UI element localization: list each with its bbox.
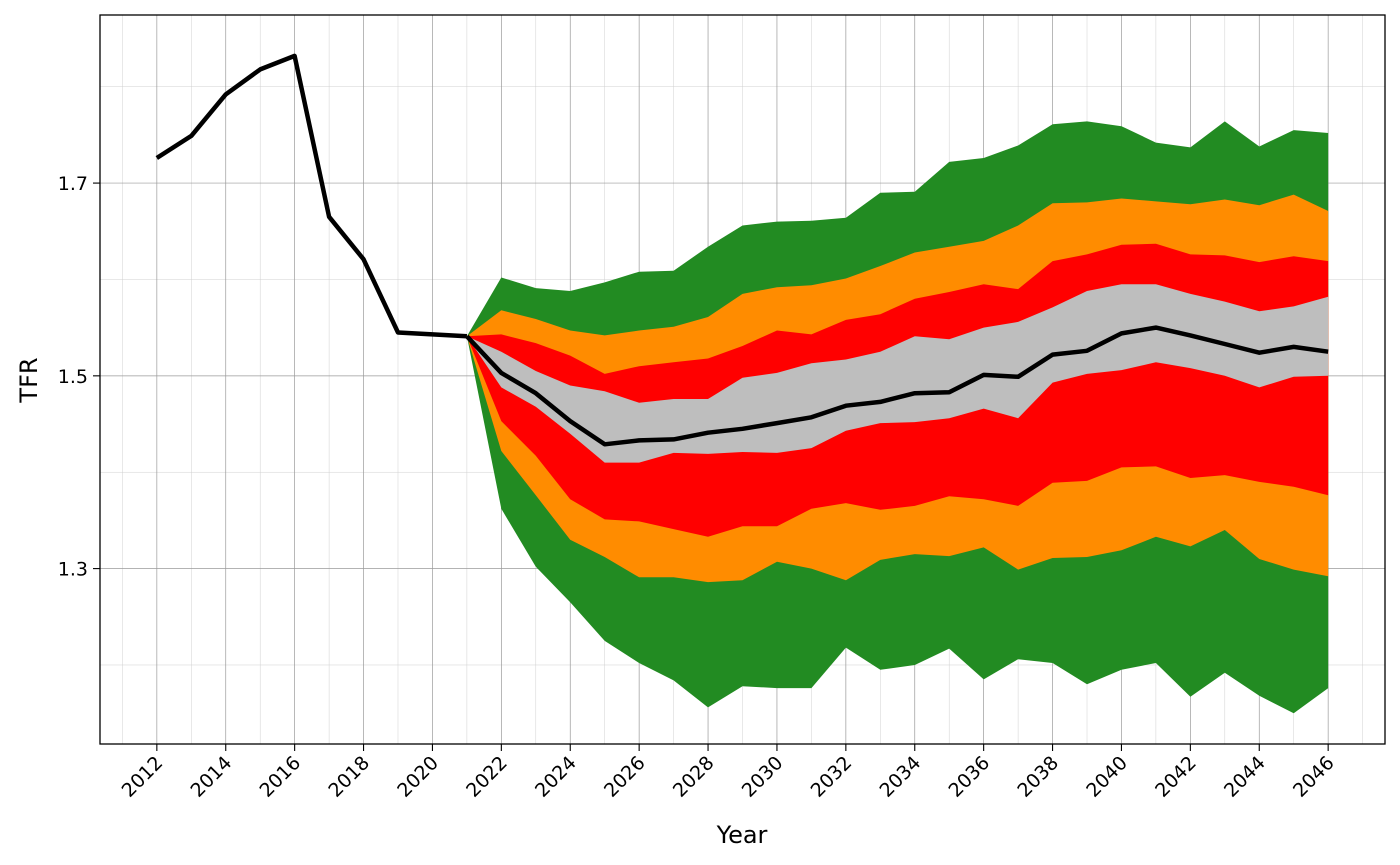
x-tick-label: 2028 — [669, 752, 719, 802]
x-tick-label: 2032 — [807, 752, 857, 802]
x-tick-label: 2026 — [600, 752, 650, 802]
panel-border — [99, 14, 1386, 745]
tfr-lines — [155, 53, 1329, 447]
y-axis-title: TFR — [15, 357, 43, 403]
x-tick-label: 2038 — [1013, 752, 1063, 802]
y-tick-label: 1.5 — [58, 366, 88, 388]
x-tick-label: 2018 — [324, 752, 374, 802]
x-axis: 2012 2014 2016 2018 2020 2022 2024 2026 2028 2030… — [118, 744, 1339, 802]
x-tick-label: 2046 — [1289, 752, 1339, 802]
x-tick-label: 2040 — [1082, 752, 1132, 802]
x-tick-label: 2014 — [187, 752, 237, 802]
x-tick-label: 2030 — [738, 752, 788, 802]
x-tick-label: 2036 — [944, 752, 994, 802]
x-axis-title: Year — [716, 821, 768, 849]
x-tick-label: 2034 — [876, 752, 926, 802]
observed-tfr-line — [155, 53, 468, 339]
x-tick-label: 2044 — [1220, 752, 1270, 802]
x-tick-label: 2022 — [462, 752, 512, 802]
y-tick-label: 1.3 — [58, 559, 88, 581]
y-axis: 1.3 1.5 1.7 — [58, 173, 100, 581]
x-tick-label: 2016 — [255, 752, 305, 802]
x-tick-label: 2024 — [531, 752, 581, 802]
x-tick-label: 2020 — [393, 752, 443, 802]
forecast-bands — [466, 121, 1329, 714]
median-forecast-line — [465, 325, 1329, 447]
y-tick-label: 1.7 — [58, 173, 88, 195]
x-tick-label: 2012 — [118, 752, 168, 802]
x-tick-label: 2042 — [1151, 752, 1201, 802]
center-band-area — [466, 284, 1329, 463]
